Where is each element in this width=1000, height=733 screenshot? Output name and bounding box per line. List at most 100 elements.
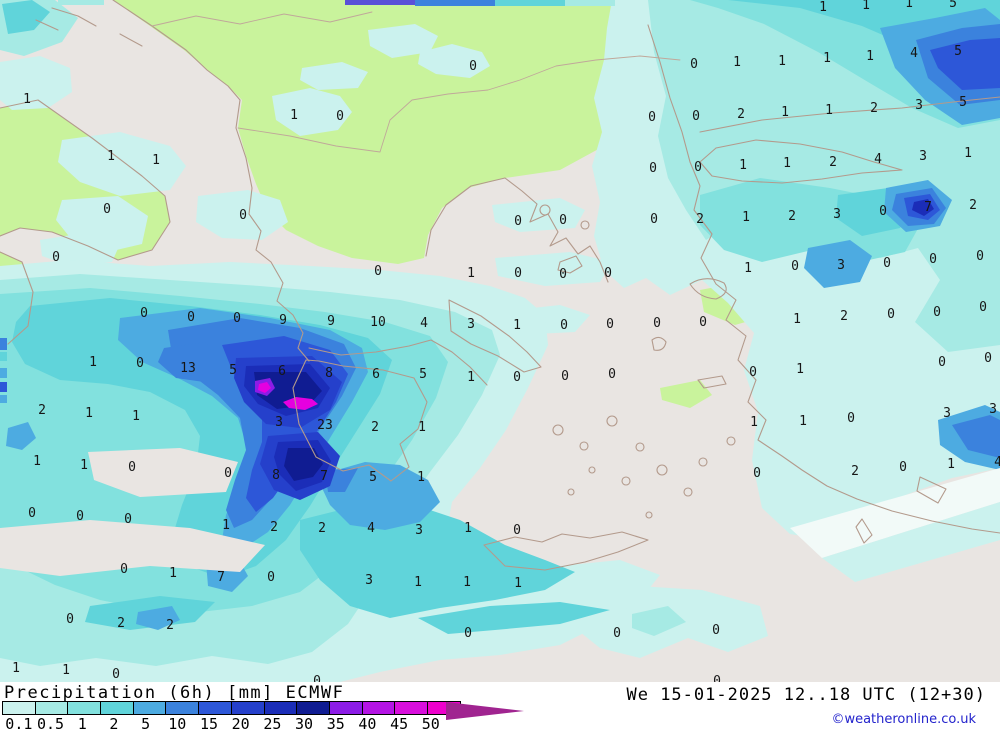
precip-value: 0 (561, 369, 569, 384)
footer-bar: Precipitation (6h) [mm] ECMWF We 15-01-2… (0, 682, 1000, 733)
precip-value: 0 (899, 460, 907, 475)
precip-value: 1 (796, 362, 804, 377)
precip-value: 1 (825, 103, 833, 118)
color-scale-cell (328, 701, 363, 715)
precip-value: 0 (513, 370, 521, 385)
precip-field-west (0, 260, 660, 682)
precip-value: 0 (469, 59, 477, 74)
precip-value: 8 (272, 468, 280, 483)
precip-value: 1 (62, 663, 70, 678)
precip-value: 0 (336, 109, 344, 124)
precip-value: 3 (989, 402, 997, 417)
precip-value: 13 (180, 361, 196, 376)
precip-value: 1 (89, 355, 97, 370)
precip-value: 1 (463, 575, 471, 590)
precip-value: 0 (608, 367, 616, 382)
precip-value: 0 (239, 208, 247, 223)
color-scale-tick: 40 (358, 715, 377, 733)
precip-value: 0 (28, 506, 36, 521)
precip-value: 0 (979, 300, 987, 315)
precip-value: 0 (887, 307, 895, 322)
precip-value: 1 (905, 0, 913, 11)
precip-value: 0 (649, 161, 657, 176)
precip-value: 0 (112, 667, 120, 682)
precip-value: 1 (733, 55, 741, 70)
precip-value: 0 (374, 264, 382, 279)
precip-value: 0 (313, 674, 321, 682)
precip-value: 1 (169, 566, 177, 581)
precip-value: 3 (365, 573, 373, 588)
precip-value: 1 (418, 420, 426, 435)
precip-value: 1 (823, 51, 831, 66)
precip-value: 4 (910, 46, 918, 61)
precip-value: 1 (744, 261, 752, 276)
precip-value: 0 (606, 317, 614, 332)
precip-value: 0 (464, 626, 472, 641)
precip-value: 10 (370, 315, 386, 330)
precip-value: 2 (270, 520, 278, 535)
precip-value: 3 (943, 406, 951, 421)
precip-value: 5 (959, 95, 967, 110)
precip-value: 5 (369, 470, 377, 485)
precip-value: 0 (513, 523, 521, 538)
light-precip-patches (0, 0, 612, 335)
precip-value: 0 (52, 250, 60, 265)
precip-value: 0 (224, 466, 232, 481)
precip-value: 2 (696, 212, 704, 227)
precip-value: 0 (559, 267, 567, 282)
precip-value: 0 (559, 213, 567, 228)
color-scale-tick: 25 (263, 715, 282, 733)
precip-value: 0 (233, 311, 241, 326)
precip-value: 3 (837, 258, 845, 273)
precip-value: 6 (278, 364, 286, 379)
precip-value: 4 (367, 521, 375, 536)
precip-value: 0 (124, 512, 132, 527)
precip-value: 1 (33, 454, 41, 469)
precip-value: 1 (866, 49, 874, 64)
precip-value: 2 (851, 464, 859, 479)
color-scale-tick: 50 (421, 715, 440, 733)
precip-value: 0 (128, 460, 136, 475)
precip-value: 4 (874, 152, 882, 167)
precip-value: 0 (604, 266, 612, 281)
precip-value: 1 (862, 0, 870, 13)
color-scale-cell (230, 701, 265, 715)
precip-value: 1 (799, 414, 807, 429)
precip-value: 1 (783, 156, 791, 171)
color-scale-tick: 30 (295, 715, 314, 733)
precip-value: 1 (947, 457, 955, 472)
precip-value: 1 (467, 370, 475, 385)
precip-value: 2 (969, 198, 977, 213)
color-scale-cell (2, 701, 36, 715)
precip-value: 9 (279, 313, 287, 328)
color-scale-arrow-icon (446, 702, 524, 720)
precip-value: 3 (833, 207, 841, 222)
precip-value: 3 (275, 415, 283, 430)
precip-value: 0 (140, 306, 148, 321)
precip-value: 2 (840, 309, 848, 324)
color-scale-cell (394, 701, 428, 715)
precip-value: 9 (327, 314, 335, 329)
precip-value: 0 (749, 365, 757, 380)
precip-value: 0 (938, 355, 946, 370)
color-scale-tick: 0.1 (5, 715, 33, 733)
precip-value: 1 (467, 266, 475, 281)
precip-value: 0 (103, 202, 111, 217)
color-scale-ticks: 0.1 0.5 1 2 5 10 15 20 25 30 35 40 45 50 (3, 715, 447, 733)
precip-value: 0 (883, 256, 891, 271)
precip-value: 3 (415, 523, 423, 538)
precip-value: 3 (915, 98, 923, 113)
map-title: Precipitation (6h) [mm] ECMWF (4, 683, 345, 703)
precip-value: 0 (653, 316, 661, 331)
precip-value: 1 (964, 146, 972, 161)
precip-value: 3 (467, 317, 475, 332)
precip-value: 5 (954, 44, 962, 59)
precip-value: 1 (85, 406, 93, 421)
precip-value: 0 (692, 109, 700, 124)
color-scale-cell (100, 701, 134, 715)
precip-value: 0 (514, 214, 522, 229)
precip-value: 7 (924, 200, 932, 215)
precip-value-labels: 1 1 1 50 0 1 1 1 1 4 511 0 0 0 2 1 1 2 3 51 10 0 1 1 2 4 3 10 0 0 0 0 2 1… (12, 0, 1000, 682)
precip-value: 0 (713, 674, 721, 682)
